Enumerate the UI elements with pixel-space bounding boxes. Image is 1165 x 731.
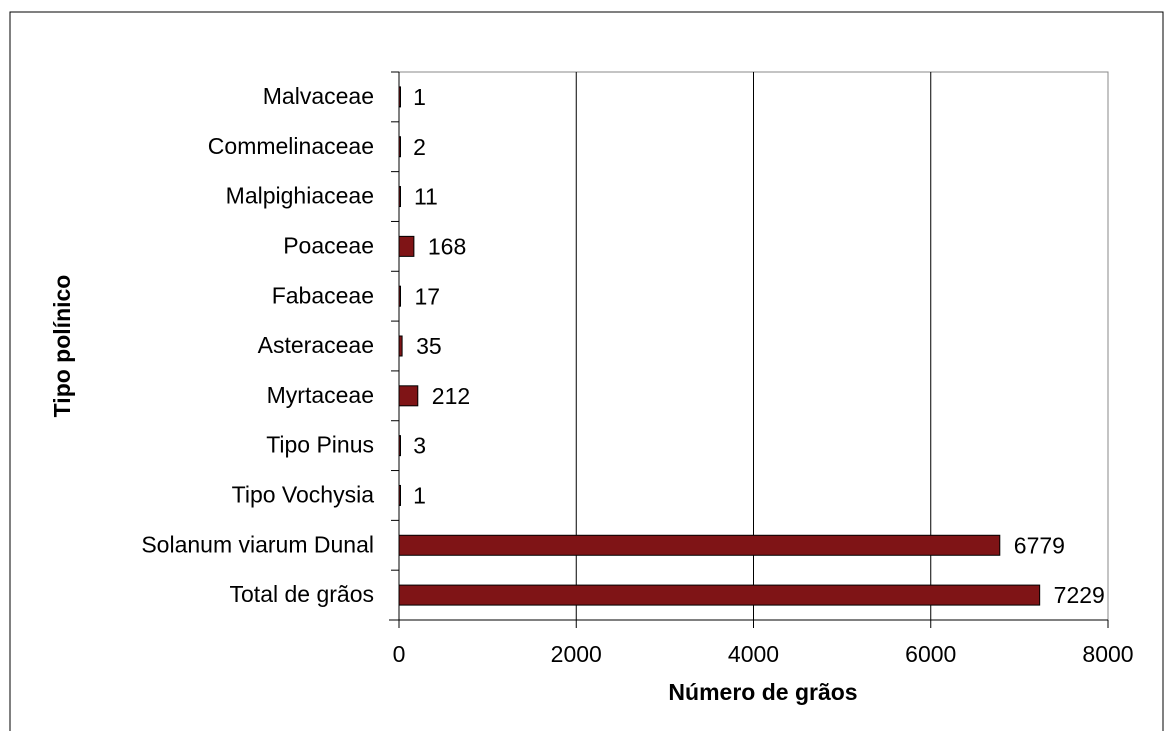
value-label: 11	[414, 184, 438, 210]
value-label: 35	[416, 333, 442, 359]
x-tick-label: 2000	[551, 641, 602, 667]
value-label: 1	[413, 84, 426, 110]
y-tick-label: Myrtaceae	[267, 382, 374, 408]
value-label: 7229	[1054, 582, 1105, 608]
y-tick-label: Malvaceae	[263, 83, 374, 109]
value-label: 212	[432, 383, 470, 409]
y-tick-label: Tipo Vochysia	[232, 482, 375, 508]
y-axis-title: Tipo polínico	[49, 275, 75, 418]
x-tick-label: 6000	[905, 641, 956, 667]
bar	[398, 335, 403, 357]
bar	[398, 435, 401, 457]
value-label: 17	[415, 283, 441, 309]
bar	[398, 534, 1001, 556]
bar	[398, 385, 419, 407]
bar	[398, 136, 401, 158]
y-tick-label: Poaceae	[283, 232, 374, 258]
value-label: 168	[428, 233, 466, 259]
bar	[398, 186, 401, 208]
bar	[398, 484, 401, 506]
x-tick-label: 0	[393, 641, 406, 667]
y-tick-label: Solanum viarum Dunal	[141, 531, 374, 557]
value-label: 6779	[1014, 532, 1065, 558]
chart-frame	[9, 11, 1164, 731]
y-tick-label: Malpighiaceae	[226, 183, 374, 209]
bar	[398, 584, 1041, 606]
bar	[398, 285, 402, 307]
value-label: 3	[413, 433, 426, 459]
y-tick-label: Commelinaceae	[208, 133, 374, 159]
y-tick-label: Total de grãos	[230, 581, 374, 607]
y-tick-label: Fabaceae	[272, 282, 374, 308]
value-label: 1	[413, 483, 426, 509]
x-tick-label: 8000	[1082, 641, 1133, 667]
y-tick-label: Asteraceae	[258, 332, 374, 358]
x-tick-label: 4000	[728, 641, 779, 667]
bar	[398, 235, 415, 257]
value-label: 2	[413, 134, 426, 160]
x-axis-title: Número de grãos	[668, 679, 857, 705]
bar	[398, 86, 401, 108]
y-tick-label: Tipo Pinus	[266, 432, 374, 458]
